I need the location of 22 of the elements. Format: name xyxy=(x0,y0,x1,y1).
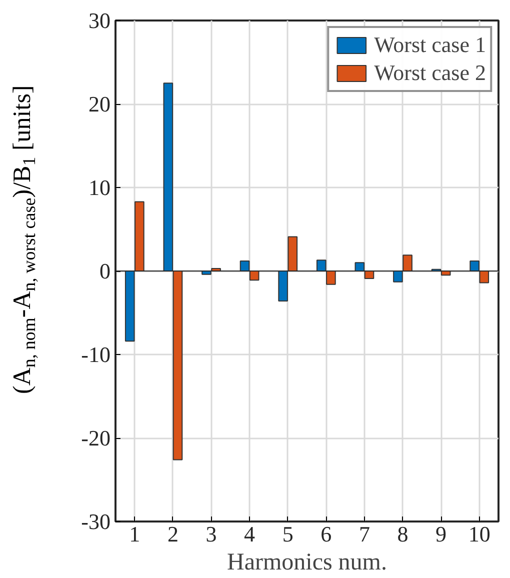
x-tick-label: 10 xyxy=(468,522,490,546)
x-tick-label: 3 xyxy=(206,522,217,546)
x-tick-label: 5 xyxy=(282,522,294,546)
y-tick-label: -30 xyxy=(81,509,110,534)
x-tick-label: 2 xyxy=(167,522,178,546)
y-tick-label: 10 xyxy=(88,175,110,200)
legend-label: Worst case 1 xyxy=(374,32,486,58)
bar xyxy=(172,270,183,460)
x-tick-label: 4 xyxy=(244,522,256,546)
y-tick-label: 0 xyxy=(100,258,110,284)
x-tick-label: 1 xyxy=(129,522,140,546)
y-tick-label: 30 xyxy=(88,8,110,33)
x-tick-label: 6 xyxy=(320,522,332,546)
bar xyxy=(163,82,174,272)
y-tick-label: 20 xyxy=(88,92,110,116)
x-tick-label: 9 xyxy=(436,522,447,546)
y-tick-label: -10 xyxy=(81,342,110,367)
y-tick-label: -20 xyxy=(81,426,110,450)
x-axis-title: Harmonics num. xyxy=(227,550,387,576)
legend-label: Worst case 2 xyxy=(374,60,486,86)
x-tick-label: 8 xyxy=(397,522,408,546)
x-tick-label: 7 xyxy=(358,522,370,546)
